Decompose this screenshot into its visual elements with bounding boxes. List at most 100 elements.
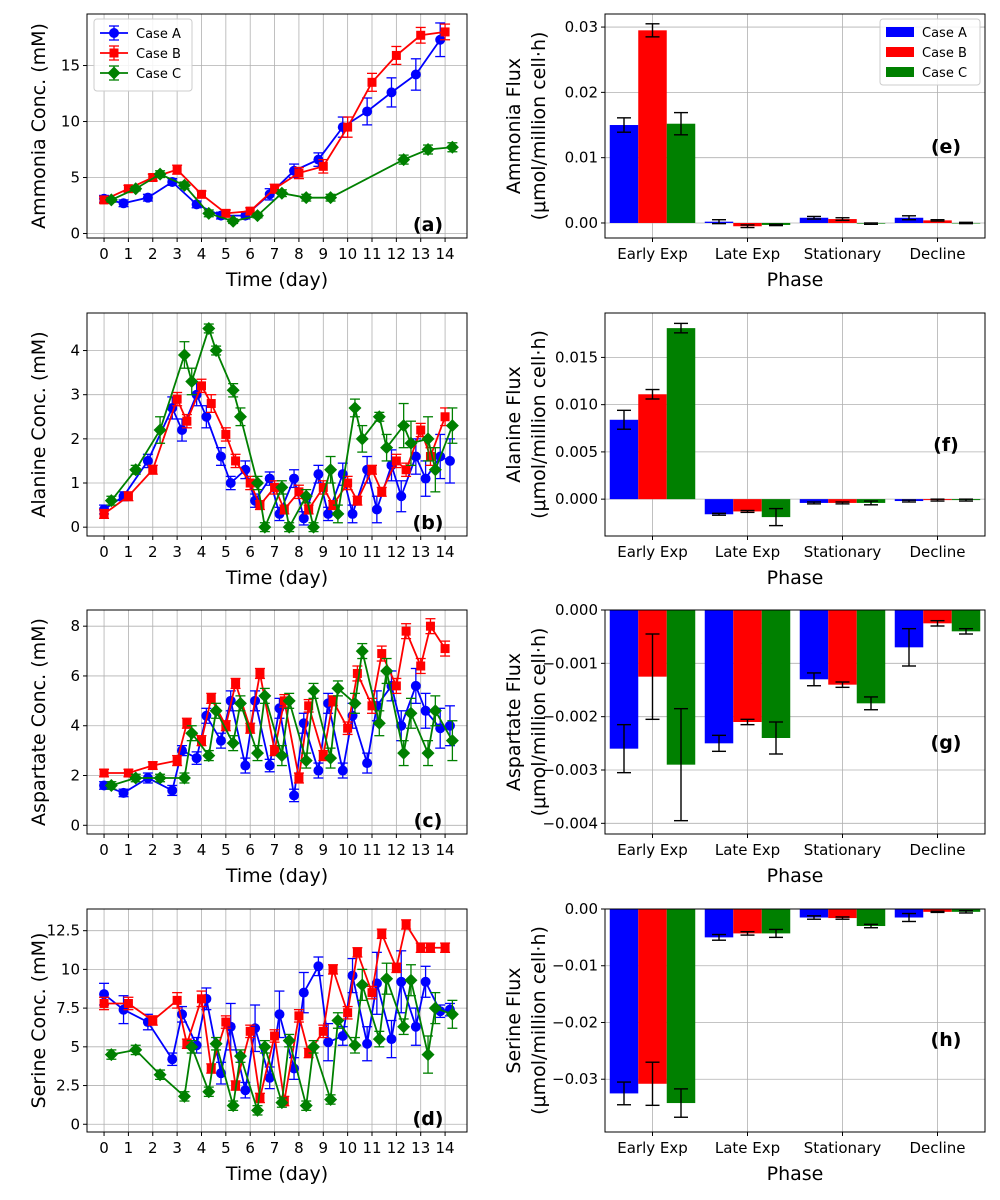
data-point	[404, 436, 418, 450]
error-bar	[959, 221, 973, 225]
data-point	[318, 482, 328, 492]
data-point	[428, 1001, 442, 1015]
y-axis-unit-label: (μmol/million cell·h)	[528, 330, 550, 519]
data-point	[324, 191, 338, 205]
x-tick-label: 8	[294, 841, 304, 859]
data-point	[391, 963, 401, 973]
x-tick-label: Early Exp	[617, 245, 688, 263]
legend: Case A Case B Case C	[879, 18, 981, 86]
error-bar	[740, 718, 755, 726]
legend-swatch	[886, 47, 914, 57]
data-point	[123, 998, 133, 1008]
data-point	[367, 701, 377, 711]
y-axis-label: Alanine Conc. (mM)	[28, 331, 50, 517]
data-point	[331, 507, 345, 521]
x-tick-label: 11	[362, 245, 381, 263]
error-bar	[674, 322, 688, 334]
data-point	[304, 701, 314, 711]
data-point	[313, 469, 324, 480]
bar	[799, 217, 829, 223]
data-point	[416, 943, 426, 953]
error-bar	[740, 930, 755, 936]
data-point	[348, 1038, 362, 1052]
error-bar	[835, 681, 850, 689]
y-axis-label: Aspartate Conc. (mM)	[28, 618, 50, 826]
data-point	[440, 644, 450, 654]
error-bar	[617, 409, 631, 430]
error-bar	[674, 707, 688, 822]
y-axis-label: Serine Conc. (mM)	[28, 933, 50, 1109]
y-tick-label: 10	[61, 960, 80, 978]
data-point	[245, 1026, 255, 1036]
legend-label: Case A	[136, 27, 181, 42]
y-axis-label: Ammonia Conc. (mM)	[28, 23, 50, 229]
legend-entry: Case C	[886, 66, 967, 81]
x-tick-label: 7	[270, 841, 280, 859]
x-tick-label: Early Exp	[617, 543, 688, 561]
data-point	[196, 994, 206, 1004]
x-tick-label: 6	[245, 1139, 255, 1157]
data-point	[343, 723, 353, 733]
data-point	[240, 760, 251, 771]
x-tick-label: 2	[148, 841, 158, 859]
error-bar	[769, 223, 783, 227]
series-line	[111, 650, 454, 787]
data-point	[421, 1048, 435, 1062]
x-tick-label: 6	[245, 841, 255, 859]
y-tick-label: 0.015	[555, 348, 598, 366]
data-point	[337, 1030, 348, 1041]
legend-swatch	[886, 27, 914, 37]
data-point	[123, 184, 133, 194]
x-tick-label: 13	[411, 543, 430, 561]
bar	[856, 909, 886, 927]
legend-entry: Case B	[886, 46, 967, 61]
error-bar	[617, 1081, 631, 1106]
bar	[923, 610, 952, 624]
data-point	[324, 1092, 338, 1106]
data-point	[397, 419, 411, 433]
error-bar	[807, 501, 821, 505]
x-tick-label: 11	[362, 1139, 381, 1157]
axes-4-frame	[604, 13, 986, 239]
data-point	[307, 684, 321, 698]
data-point	[362, 758, 373, 769]
bar-chart-5: Early Exp Late Exp Stationary Decline 0.000 0…	[503, 312, 986, 589]
x-tick-label: 9	[319, 841, 329, 859]
data-point	[206, 1064, 216, 1074]
data-point	[153, 771, 167, 785]
x-tick-label: Late Exp	[715, 543, 780, 561]
data-point	[347, 508, 358, 519]
error-bar	[930, 498, 945, 502]
bar-chart-6: Early Exp Late Exp Stationary Decline −0.004…	[503, 601, 986, 887]
x-tick-label: 5	[221, 245, 231, 263]
data-point	[215, 451, 226, 462]
y-tick-label: 0.000	[555, 490, 598, 508]
data-point	[258, 520, 272, 534]
data-point	[209, 1037, 223, 1051]
series-case-c	[666, 328, 981, 518]
x-tick-label: Early Exp	[617, 841, 688, 859]
data-point	[275, 749, 289, 763]
data-point	[215, 735, 226, 746]
data-point	[299, 191, 313, 205]
data-point	[148, 1016, 158, 1025]
error-bar	[712, 219, 726, 225]
data-point	[298, 987, 309, 998]
error-bar	[740, 224, 755, 229]
series-line	[103, 383, 446, 515]
x-tick-label: 9	[319, 543, 329, 561]
data-point	[404, 706, 418, 720]
panel-letter: (c)	[414, 810, 443, 832]
error-bar	[902, 627, 916, 667]
bar	[666, 909, 696, 1104]
y-axis-unit-label: (μmol/million cell·h)	[528, 32, 550, 221]
y-tick-label: 0.03	[565, 18, 598, 36]
error-bar	[864, 696, 878, 711]
x-tick-label: 1	[124, 245, 134, 263]
bar	[609, 125, 639, 223]
data-point	[185, 726, 199, 740]
bar-chart-4: Early Exp Late Exp Stationary Decline 0.00 0.…	[503, 13, 986, 291]
data-point	[377, 649, 387, 659]
data-point	[177, 1009, 187, 1020]
